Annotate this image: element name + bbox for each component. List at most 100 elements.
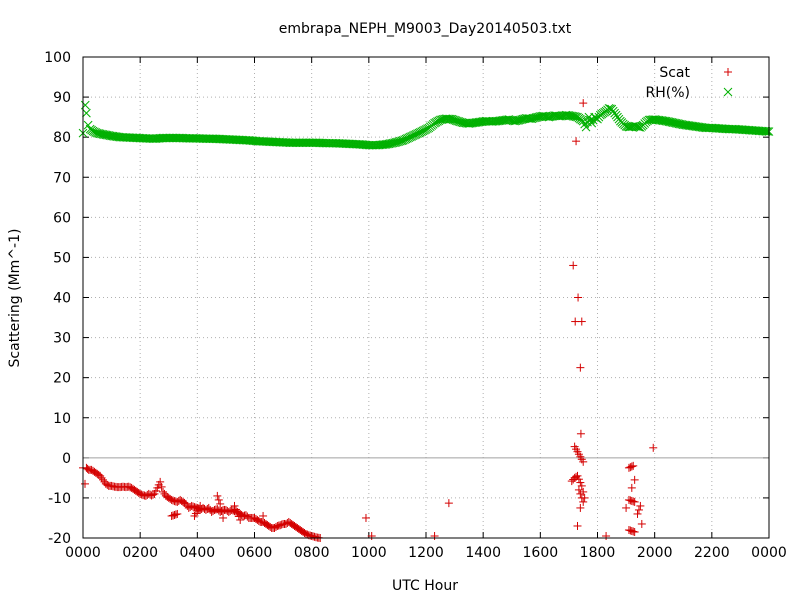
rh-point-d2: [371, 140, 381, 150]
x-axis-label: UTC Hour: [392, 578, 458, 594]
rh-point-d2: [91, 128, 101, 137]
scat-point: [259, 511, 268, 520]
y-axis-label: Scattering (Mm^-1): [7, 229, 23, 368]
rh-point: [400, 135, 409, 145]
x-tick-label: 1800: [580, 545, 616, 561]
rh-point-d2: [487, 117, 497, 126]
rh-point-d2: [538, 111, 548, 121]
x-tick-labels: 0000 0200 0400 0600 0800 1000 1200 1400 1600 1800…: [65, 545, 787, 561]
scat-point: [629, 497, 638, 506]
y-tick-label: 70: [53, 170, 71, 186]
rh-point-d2: [524, 114, 534, 123]
x-tick-label: 1200: [408, 545, 444, 561]
scat-point: [576, 503, 585, 512]
rh-point-d2: [82, 108, 91, 118]
rh-point: [760, 126, 770, 136]
rh-point: [581, 122, 591, 132]
rh-point: [411, 130, 421, 139]
scat-point: [181, 499, 190, 508]
rh-point: [410, 130, 419, 140]
rh-point: [571, 112, 581, 122]
scat-point: [579, 497, 588, 506]
rh-point: [407, 132, 417, 141]
x-tick-label: 0800: [294, 545, 330, 561]
scat-point: [233, 508, 242, 517]
y-tick-label: 50: [53, 250, 71, 266]
scat-point: [577, 317, 586, 326]
rh-point-d2: [760, 126, 770, 136]
rh-point-d2: [448, 115, 458, 124]
rh-point-d2: [586, 115, 595, 125]
scat-point: [430, 531, 439, 540]
legend-marker-d2: [723, 87, 733, 97]
rh-point: [634, 122, 644, 132]
legend-label: Scat: [659, 65, 690, 81]
scat-point: [96, 471, 105, 480]
rh-point: [80, 100, 90, 110]
rh-point-d2: [667, 117, 677, 127]
scat-point: [81, 479, 90, 488]
x-tick-label: 0600: [237, 545, 273, 561]
scat-point: [196, 501, 205, 510]
rh-point: [403, 134, 412, 143]
scat-point: [633, 509, 642, 518]
y-tick-label: 100: [44, 50, 71, 66]
scat-point: [231, 505, 240, 514]
scat-point: [649, 443, 658, 452]
scat-point: [171, 510, 180, 519]
scat-point: [574, 485, 583, 494]
scat-point: [574, 293, 583, 302]
rh-point-d2: [630, 121, 640, 131]
scat-point: [630, 497, 639, 506]
scat-point: [217, 506, 226, 515]
x-tick-label: 1600: [523, 545, 559, 561]
rh-point-d2: [88, 126, 98, 136]
scat-point: [627, 483, 636, 492]
rh-point-d2: [94, 129, 104, 138]
y-tick-label: 20: [53, 371, 71, 387]
x-tick-label: 0400: [180, 545, 216, 561]
x-tick-label: 1000: [351, 545, 387, 561]
scat-point: [97, 473, 106, 482]
scat-point: [579, 457, 588, 466]
scat-point: [157, 482, 166, 491]
rh-point-d2: [97, 129, 106, 139]
chart-title: embrapa_NEPH_M9003_Day20140503.txt: [279, 21, 572, 37]
rh-point-d2: [587, 118, 597, 128]
rh-point-d2: [567, 111, 577, 121]
rh-point-d2: [92, 128, 102, 138]
scat-point: [622, 503, 631, 512]
rh-point-d2: [408, 131, 418, 141]
scat-point: [629, 527, 638, 536]
scat-point: [173, 509, 182, 518]
scat-point: [579, 99, 588, 108]
rh-point-d2: [623, 122, 632, 132]
scat-point: [214, 495, 223, 504]
y-tick-label: 60: [53, 210, 71, 226]
rh-point-d2: [763, 127, 772, 136]
scat-point: [634, 505, 643, 514]
scat-point: [577, 481, 586, 490]
rh-point-d2: [578, 116, 588, 126]
rh-point-d2: [413, 129, 422, 139]
scat-point: [574, 475, 583, 484]
scat-point: [572, 137, 581, 146]
rh-point-d2: [604, 103, 614, 113]
y-tick-label: 80: [53, 130, 71, 146]
rh-point-d2: [410, 130, 419, 140]
scat-point: [361, 513, 370, 522]
y-tick-label: 90: [53, 90, 71, 106]
rh-point-d2: [414, 128, 424, 138]
rh-point: [587, 118, 597, 128]
rh-point-d2: [508, 116, 518, 126]
legend-marker: [724, 68, 732, 76]
rh-point: [401, 134, 411, 144]
rh-point-d2: [504, 115, 514, 124]
plot-frame: [82, 56, 770, 539]
scat-point: [230, 501, 239, 510]
scat-point: [236, 515, 245, 524]
rh-point-d2: [671, 118, 681, 128]
scat-point: [602, 531, 611, 540]
legend: Scat RH(%): [646, 65, 733, 101]
rh-point-d2: [444, 114, 454, 124]
